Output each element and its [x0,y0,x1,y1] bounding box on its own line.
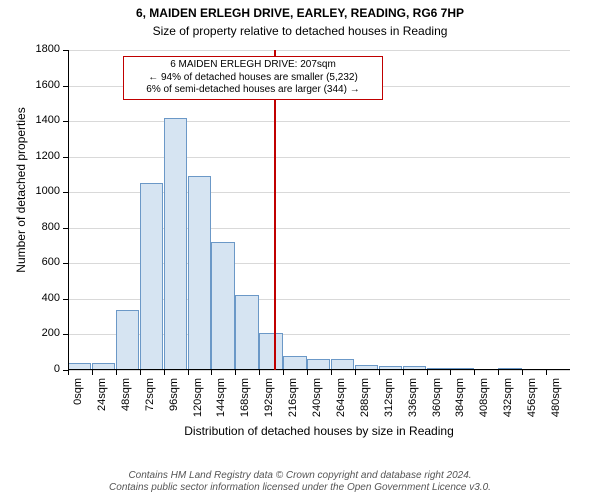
histogram-bar [140,183,163,370]
xtick-label: 336sqm [407,378,419,428]
property-callout: 6 MAIDEN ERLEGH DRIVE: 207sqm← 94% of de… [123,56,383,100]
ytick-label: 1800 [20,43,60,55]
xtick-label: 384sqm [454,378,466,428]
xtick-mark [140,370,141,375]
ytick-label: 0 [20,363,60,375]
xtick-label: 24sqm [96,378,108,428]
ytick-label: 1000 [20,185,60,197]
ytick-label: 1200 [20,150,60,162]
x-axis-label: Distribution of detached houses by size … [68,424,570,438]
xtick-label: 432sqm [502,378,514,428]
xtick-label: 192sqm [263,378,275,428]
ytick-label: 200 [20,327,60,339]
xtick-mark [498,370,499,375]
chart-title-line2: Size of property relative to detached ho… [0,24,600,38]
xtick-label: 120sqm [192,378,204,428]
gridline-y [68,370,570,371]
xtick-label: 240sqm [311,378,323,428]
xtick-mark [403,370,404,375]
xtick-mark [379,370,380,375]
ytick-label: 1400 [20,114,60,126]
xtick-mark [522,370,523,375]
xtick-label: 360sqm [431,378,443,428]
callout-line1: 6 MAIDEN ERLEGH DRIVE: 207sqm [130,59,376,72]
xtick-mark [450,370,451,375]
xtick-mark [331,370,332,375]
y-axis-line [68,50,69,370]
xtick-label: 288sqm [359,378,371,428]
footer-attribution: Contains HM Land Registry data © Crown c… [0,470,600,494]
histogram-bar [116,310,139,370]
plot-area: 0200400600800100012001400160018000sqm24s… [68,50,570,370]
ytick-label: 800 [20,221,60,233]
xtick-label: 216sqm [287,378,299,428]
chart-title-line1: 6, MAIDEN ERLEGH DRIVE, EARLEY, READING,… [0,6,600,20]
gridline-y [68,121,570,122]
xtick-label: 264sqm [335,378,347,428]
ytick-label: 600 [20,256,60,268]
xtick-mark [235,370,236,375]
histogram-bar [283,356,306,370]
xtick-mark [283,370,284,375]
histogram-bar [188,176,211,370]
xtick-label: 96sqm [168,378,180,428]
xtick-label: 72sqm [144,378,156,428]
ytick-label: 1600 [20,79,60,91]
callout-line3: 6% of semi-detached houses are larger (3… [130,84,376,97]
xtick-mark [259,370,260,375]
xtick-mark [546,370,547,375]
histogram-bar [164,118,187,370]
xtick-label: 480sqm [550,378,562,428]
gridline-y [68,50,570,51]
callout-line2: ← 94% of detached houses are smaller (5,… [130,72,376,85]
footer-line2: Contains public sector information licen… [109,482,491,493]
xtick-mark [355,370,356,375]
xtick-label: 312sqm [383,378,395,428]
histogram-bar [235,295,258,370]
xtick-label: 456sqm [526,378,538,428]
xtick-mark [188,370,189,375]
xtick-mark [307,370,308,375]
xtick-mark [211,370,212,375]
gridline-y [68,157,570,158]
ytick-label: 400 [20,292,60,304]
x-axis-line [68,369,570,370]
xtick-mark [116,370,117,375]
histogram-bar [259,333,282,370]
xtick-mark [164,370,165,375]
xtick-label: 408sqm [478,378,490,428]
footer-line1: Contains HM Land Registry data © Crown c… [128,470,471,481]
xtick-mark [427,370,428,375]
xtick-mark [68,370,69,375]
xtick-mark [92,370,93,375]
xtick-label: 0sqm [72,378,84,428]
xtick-label: 144sqm [215,378,227,428]
xtick-mark [474,370,475,375]
xtick-label: 168sqm [239,378,251,428]
xtick-label: 48sqm [120,378,132,428]
histogram-bar [211,242,234,370]
